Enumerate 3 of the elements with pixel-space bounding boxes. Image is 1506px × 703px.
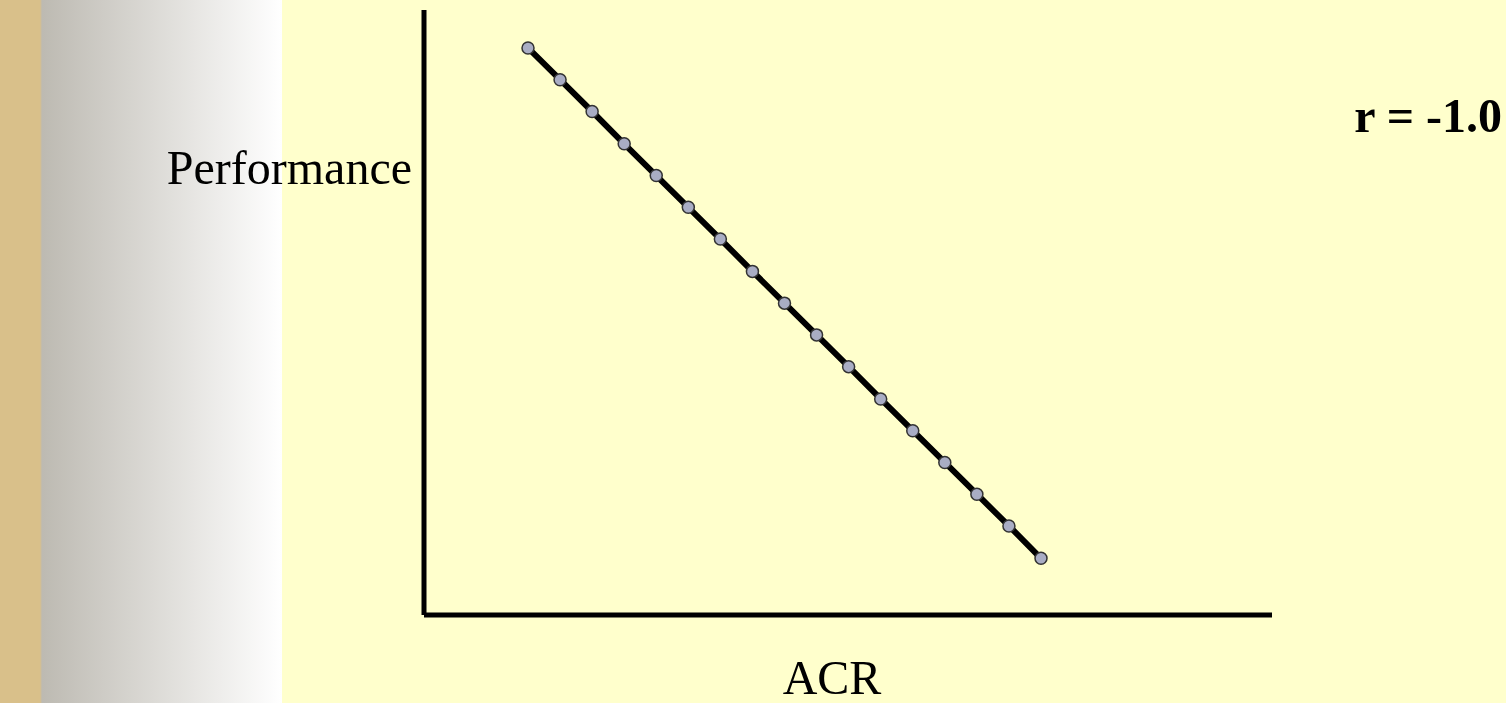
x-axis-title: ACR <box>781 650 883 703</box>
y-axis-title: Performance <box>166 140 412 195</box>
text: r = -1.0 <box>1354 88 1502 143</box>
